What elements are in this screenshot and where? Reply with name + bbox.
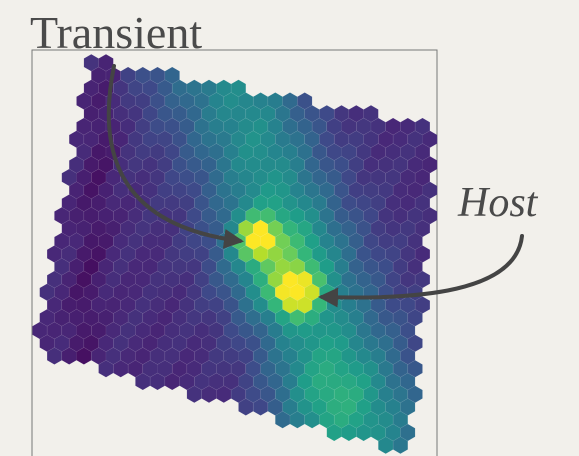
page: Transient Host (() => { const data = JSO… (0, 0, 579, 456)
figure: Transient Host (0, 0, 579, 456)
host-label: Host (457, 180, 539, 226)
transient-label: Transient (30, 7, 202, 58)
